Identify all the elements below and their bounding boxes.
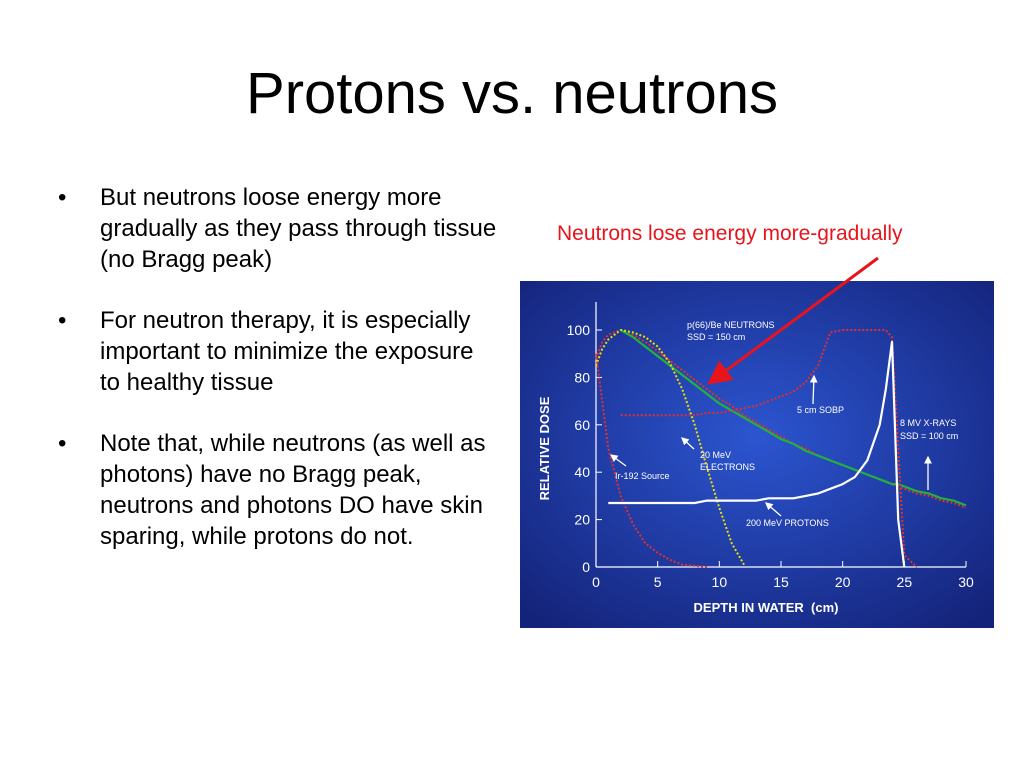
y-tick-label: 60 <box>574 417 590 433</box>
curve-annotation: SSD = 150 cm <box>687 332 745 342</box>
curve-annotation: 20 MeV <box>700 450 731 460</box>
data-line <box>620 329 918 568</box>
bullet-list: But neutrons loose energy more gradually… <box>58 182 508 582</box>
annotation-arrows <box>609 374 932 517</box>
x-tick-label: 30 <box>958 574 974 590</box>
bullet: For neutron therapy, it is especially im… <box>58 305 500 398</box>
x-tick-label: 5 <box>654 574 662 590</box>
curve-annotation: Ir-192 Source <box>615 471 670 481</box>
curve-annotation: p(66)/Be NEUTRONS <box>687 320 775 330</box>
data-line <box>595 329 967 509</box>
curve-annotation: 5 cm SOBP <box>797 405 844 415</box>
y-tick-label: 40 <box>574 464 590 480</box>
x-tick-label: 25 <box>897 574 913 590</box>
callout: Neutrons lose energy more-gradually <box>557 222 903 245</box>
curve-annotation: ELECTRONS <box>700 462 755 472</box>
y-axis-label: RELATIVE DOSE <box>537 396 552 500</box>
callout-arrow <box>707 256 879 385</box>
curve-annotation: SSD = 100 cm <box>900 431 958 441</box>
chart-background <box>520 281 994 628</box>
data-line <box>620 329 967 507</box>
x-tick-label: 0 <box>592 574 600 590</box>
x-tick-label: 20 <box>835 574 851 590</box>
curve-annotation: 200 MeV PROTONS <box>746 518 829 528</box>
y-tick-label: 80 <box>574 369 590 385</box>
x-tick-label: 10 <box>712 574 728 590</box>
data-line <box>595 353 708 568</box>
y-tick-label: 20 <box>574 512 590 528</box>
y-tick-label: 0 <box>582 559 590 575</box>
slide-title: Protons vs. neutrons <box>246 61 778 126</box>
bullet: Note that, while neutrons (as well as ph… <box>58 428 500 552</box>
x-axis-label: DEPTH IN WATER (cm) <box>694 600 839 615</box>
x-tick-label: 15 <box>773 574 789 590</box>
y-tick-label: 100 <box>567 322 591 338</box>
bullet: But neutrons loose energy more gradually… <box>58 182 500 275</box>
data-line <box>608 340 906 568</box>
curve-annotation: 8 MV X-RAYS <box>900 418 956 428</box>
